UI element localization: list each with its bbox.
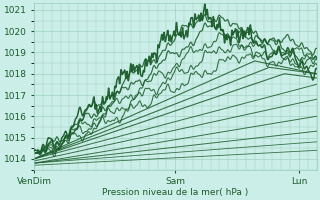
X-axis label: Pression niveau de la mer( hPa ): Pression niveau de la mer( hPa ) [102,188,248,197]
